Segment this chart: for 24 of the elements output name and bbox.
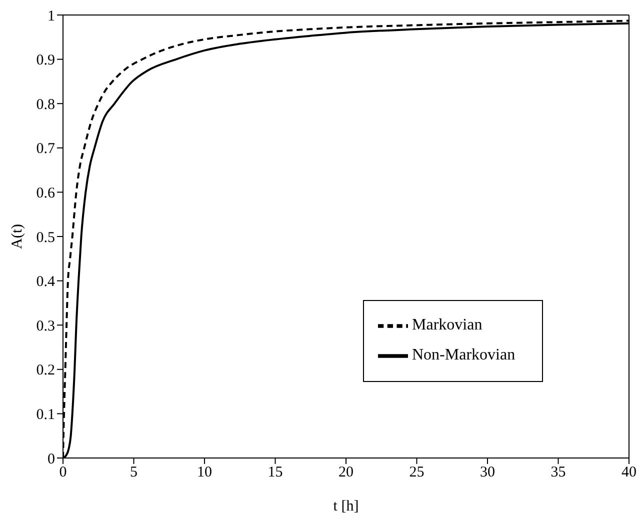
x-tick-label: 35 (550, 464, 566, 481)
legend-label: Non-Markovian (412, 346, 516, 364)
y-tick-label: 0.1 (36, 407, 55, 424)
y-tick-label: 0.8 (36, 96, 55, 113)
x-tick-label: 25 (409, 464, 424, 481)
y-tick-label: 0 (48, 451, 55, 468)
x-tick-label: 20 (338, 464, 354, 481)
y-tick-label: 0.5 (36, 230, 55, 246)
x-axis-title: t [h] (333, 498, 359, 515)
legend-label: Markovian (412, 316, 482, 334)
y-tick-label: 0.3 (36, 318, 55, 334)
x-tick-label: 15 (268, 464, 283, 481)
x-tick-label: 0 (59, 464, 67, 481)
y-tick-label: 0.7 (36, 141, 56, 158)
y-tick-label: 0.2 (36, 362, 55, 379)
y-tick-label: 1 (48, 8, 55, 24)
x-tick-label: 40 (622, 464, 636, 481)
y-tick-label: 0.4 (36, 274, 56, 290)
x-tick-label: 10 (197, 464, 212, 481)
y-tick-label: 0.9 (36, 52, 55, 69)
x-tick-label: 5 (130, 464, 138, 481)
x-tick-label: 30 (480, 464, 495, 481)
y-axis-title: A(t) (9, 224, 26, 249)
y-tick-label: 0.6 (36, 186, 56, 202)
